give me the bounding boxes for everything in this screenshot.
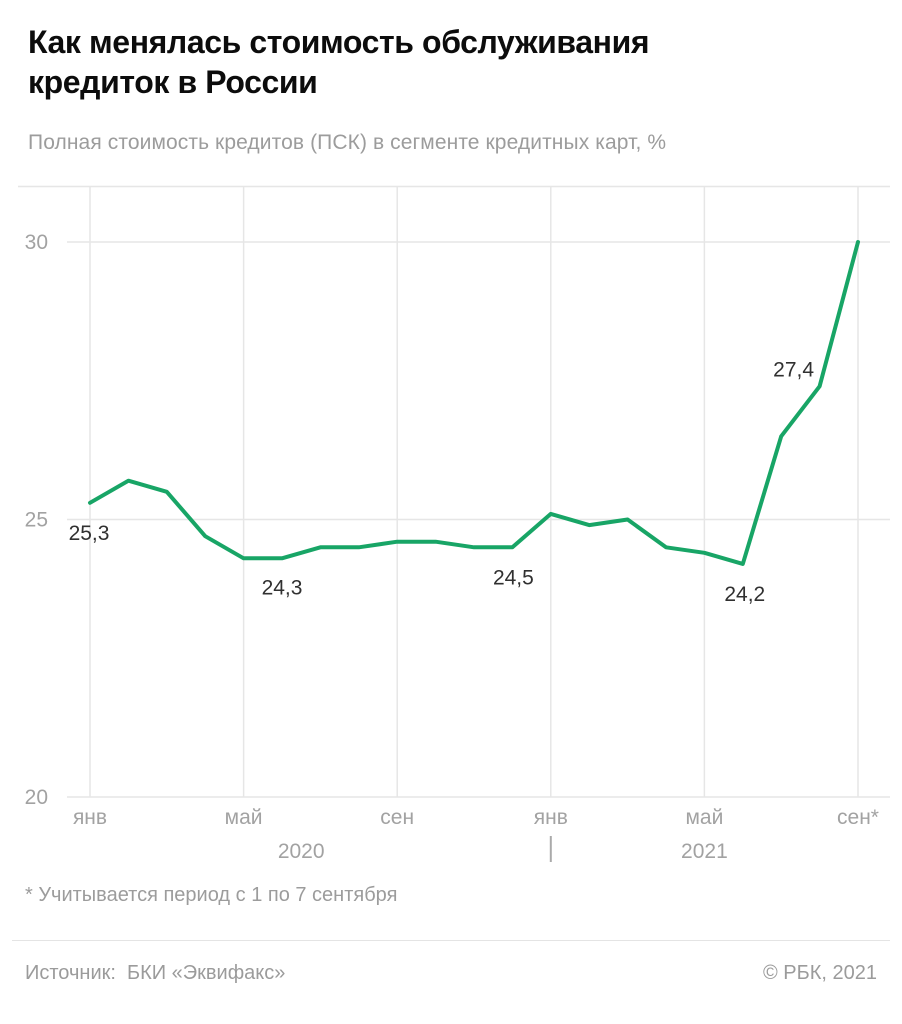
data-point-label: 27,4 xyxy=(773,358,814,381)
data-point-label: 25,3 xyxy=(69,522,110,545)
footer-divider xyxy=(12,940,890,941)
x-axis-tick-label: май xyxy=(225,806,263,829)
y-axis-tick-label: 20 xyxy=(25,786,48,809)
year-label: 2020 xyxy=(278,840,325,863)
data-point-label: 24,5 xyxy=(493,566,534,589)
data-line xyxy=(88,240,860,566)
x-axis-tick-label: янв xyxy=(73,806,107,829)
source-label: Источник: xyxy=(25,962,116,984)
year-label: 2021 xyxy=(681,840,728,863)
title-line-1: Как менялась стоимость обслуживания xyxy=(28,24,650,60)
x-axis-tick-label: янв xyxy=(534,806,568,829)
copyright: © РБК, 2021 xyxy=(762,962,877,984)
y-axis-tick-label: 30 xyxy=(25,231,48,254)
x-axis-tick-label: май xyxy=(685,806,723,829)
y-axis-tick-label: 25 xyxy=(25,509,48,532)
footer: Источник: БКИ «Эквифакс» © РБК, 2021 xyxy=(25,962,877,985)
source-value: БКИ «Эквифакс» xyxy=(126,962,286,984)
x-axis-tick-label: сен xyxy=(380,806,414,829)
title-line-2: кредиток в России xyxy=(28,64,318,100)
data-point-label: 24,2 xyxy=(724,583,765,606)
source: Источник: БКИ «Эквифакс» xyxy=(25,962,285,985)
page-title: Как менялась стоимость обслуживания кред… xyxy=(28,22,650,102)
data-point-label: 24,3 xyxy=(262,576,303,599)
chart-subtitle: Полная стоимость кредитов (ПСК) в сегмен… xyxy=(28,131,667,154)
footnote: * Учитывается период с 1 по 7 сентября xyxy=(25,884,398,906)
x-axis-tick-label: сен* xyxy=(837,806,879,829)
